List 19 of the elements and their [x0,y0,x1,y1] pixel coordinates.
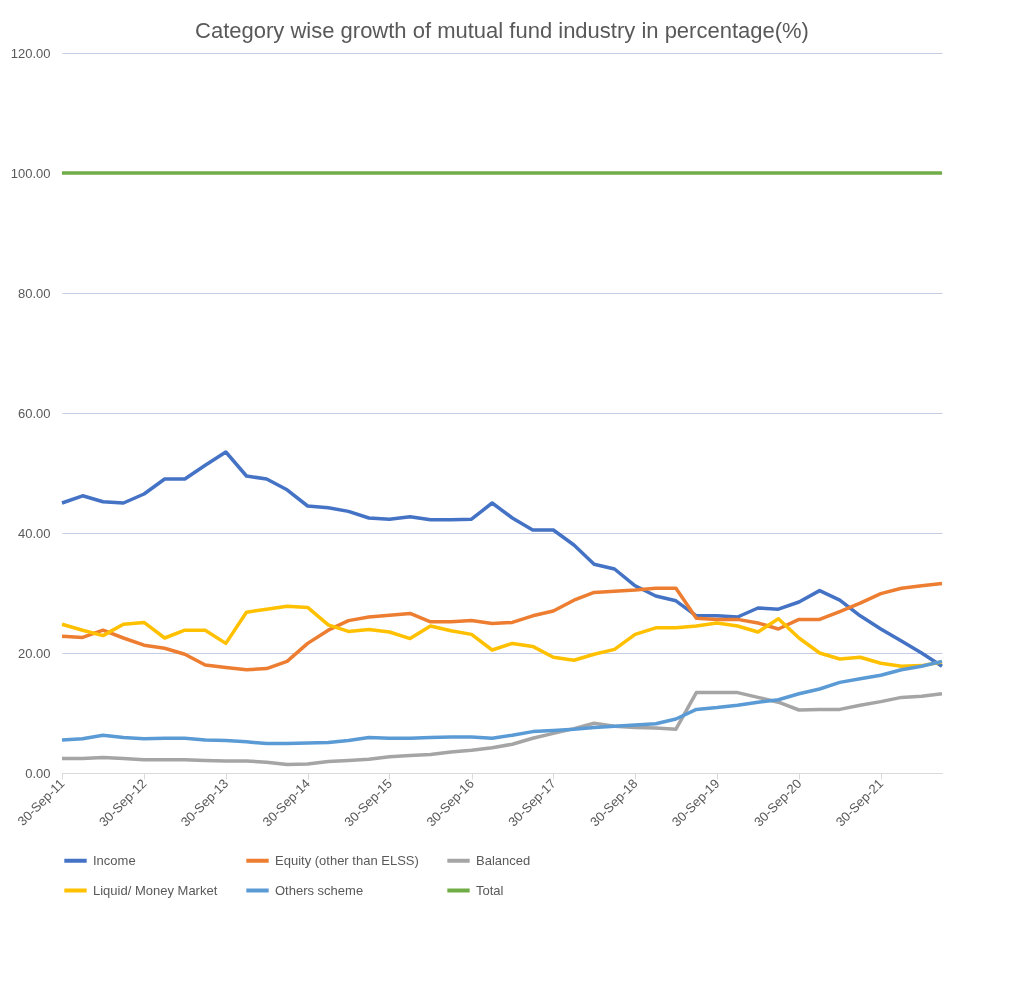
legend-label: Others scheme [275,882,364,898]
line-series [60,604,944,668]
y-tick-label: 100.00 [10,165,51,181]
legend-label: Balanced [476,852,531,868]
line-series [60,690,944,767]
y-tick-label: 60.00 [17,405,51,421]
legend-label: Income [93,852,136,868]
y-tick-label: 0.00 [25,765,51,781]
line-series [60,581,944,672]
line-series [60,659,944,746]
y-tick-label: 40.00 [17,525,51,541]
legend-label: Liquid/ Money Market [93,882,218,898]
line-series [60,450,944,668]
y-tick-label: 120.00 [10,45,51,61]
chart-title: Category wise growth of mutual fund industry in percentage(%) [195,18,809,43]
legend-label: Total [476,882,504,898]
legend-label: Equity (other than ELSS) [275,852,419,868]
y-tick-label: 20.00 [17,645,51,661]
y-tick-label: 80.00 [17,285,51,301]
